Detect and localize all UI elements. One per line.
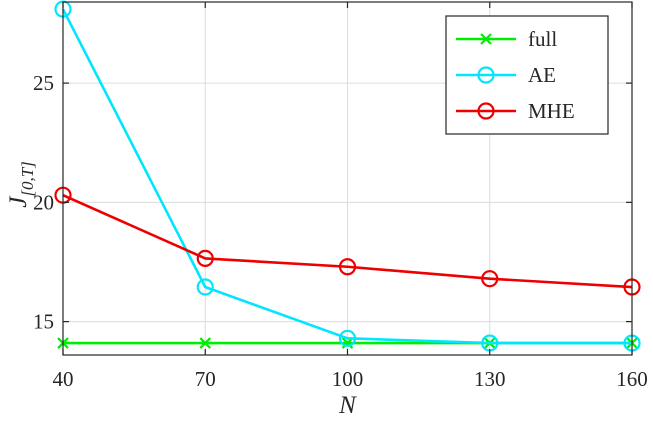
y-axis-label-subscript: [0,T]	[18, 161, 37, 196]
y-axis-label-main: J	[5, 195, 32, 208]
svg-text:J[0,T]: J[0,T]	[5, 161, 37, 208]
data-point-full	[341, 337, 354, 349]
legend-marker-mhe	[477, 102, 495, 120]
y-tick-label: 15	[33, 310, 54, 334]
data-point-ae	[196, 278, 214, 296]
legend-label-ae: AE	[528, 63, 556, 87]
y-tick-label: 25	[33, 71, 54, 95]
legend-marker-ae	[477, 66, 495, 84]
legend-entry-ae: AE	[456, 63, 556, 87]
legend-marker-full	[480, 33, 492, 45]
x-tick-label: 100	[332, 367, 364, 391]
data-point-mhe	[196, 249, 214, 268]
y-axis-label: J[0,T]	[5, 161, 37, 208]
y-tick-label: 20	[33, 190, 54, 214]
legend-label-mhe: MHE	[528, 99, 575, 123]
legend-entry-full: full	[456, 27, 557, 51]
x-axis-label: N	[338, 392, 357, 417]
x-tick-label: 130	[474, 367, 506, 391]
data-point-mhe	[481, 270, 499, 288]
legend-label-full: full	[528, 27, 557, 51]
x-tick-label: 70	[195, 367, 216, 391]
tick-labels: 40 70 100 130 160 15 20 25	[33, 2, 648, 391]
x-tick-label: 160	[616, 367, 648, 391]
data-point-full	[199, 337, 212, 349]
x-tick-label: 40	[53, 367, 74, 391]
data-point-ae	[338, 329, 357, 347]
series-line-mhe	[62, 194, 633, 289]
data-point-mhe	[338, 258, 357, 276]
series-line-ae	[61, 8, 632, 345]
legend: full AE MHE	[445, 15, 609, 135]
series-lines	[54, 0, 641, 352]
legend-entry-mhe: MHE	[456, 99, 575, 123]
